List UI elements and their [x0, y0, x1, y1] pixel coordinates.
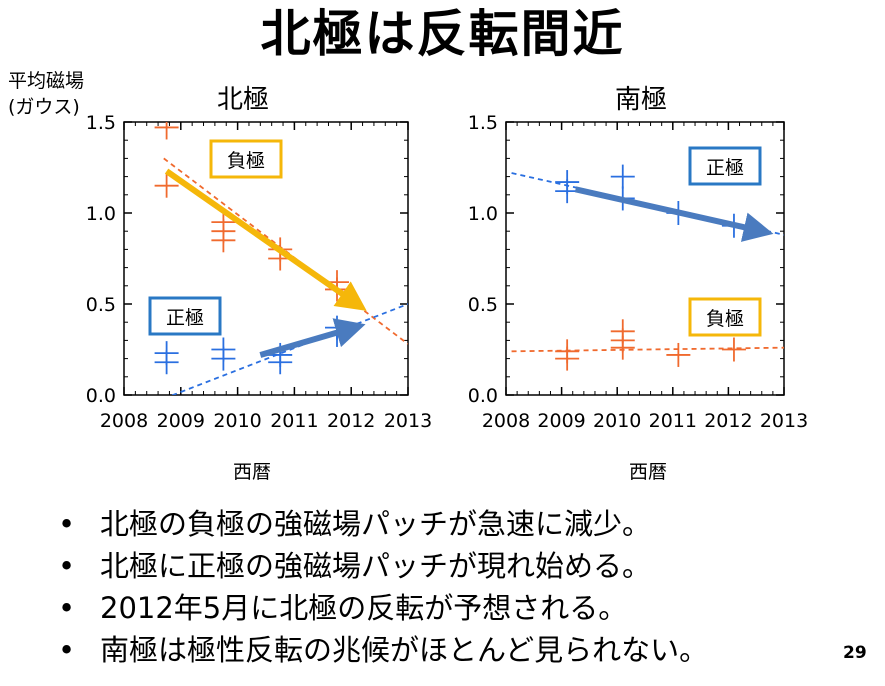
plot-area [511, 164, 784, 371]
trend-arrow-positive [259, 318, 366, 358]
y-axis-title: 平均磁場 (ガウス) [8, 70, 85, 118]
page-number: 29 [843, 643, 867, 663]
bullet-text: 北極に正極の強磁場パッチが現れ始める。 [100, 549, 652, 583]
y-tick-label: 1.5 [468, 112, 498, 134]
bullet-text: 北極の負極の強磁場パッチが急速に減少。 [100, 507, 652, 541]
bullet-marker: • [58, 591, 76, 625]
label-box-south-negative: 負極 [688, 297, 762, 337]
label-north-negative: 負極 [227, 150, 265, 172]
series-negative [511, 319, 784, 371]
bullet-text: 南極は極性反転の兆候がほとんど見られない。 [100, 633, 709, 667]
label-north-positive: 正極 [166, 307, 204, 329]
x-tick-label: 2011 [270, 410, 318, 432]
bullet-item: • 北極に正極の強磁場パッチが現れ始める。 [58, 545, 708, 587]
bullet-item: • 2012年5月に北極の反転が予想される。 [58, 587, 708, 629]
bullet-marker: • [58, 507, 76, 541]
x-tick-label: 2013 [760, 410, 808, 432]
label-south-positive: 正極 [706, 157, 744, 179]
x-tick-label: 2009 [537, 410, 585, 432]
x-tick-label: 2008 [100, 410, 148, 432]
label-south-negative: 負極 [706, 308, 744, 330]
data-point [666, 342, 691, 367]
data-point [610, 319, 635, 344]
x-tick-label: 2011 [649, 410, 697, 432]
slide-title: 北極は反転間近 [260, 5, 625, 63]
y-tick-label: 0.0 [86, 385, 116, 407]
x-tick-label: 2012 [327, 410, 375, 432]
y-tick-label: 0.5 [468, 294, 498, 316]
y-tick-label: 0.5 [86, 294, 116, 316]
south-pole-chart: 南極 0.0 0.5 1.0 1.5 2008 2009 2010 2011 2012 2013 西暦 [468, 85, 808, 483]
bullet-list: • 北極の負極の強磁場パッチが急速に減少。 • 北極に正極の強磁場パッチが現れ始める。… [58, 503, 708, 671]
data-point [154, 173, 179, 198]
north-pole-chart: 北極 0.0 0.5 1.0 1.5 2008 2009 2010 2011 2012 2013 西暦 [86, 85, 432, 483]
x-tick-label: 2012 [704, 410, 752, 432]
bullet-marker: • [58, 633, 76, 667]
x-tick-label: 2010 [213, 410, 261, 432]
bullet-item: • 南極は極性反転の兆候がほとんど見られない。 [58, 629, 708, 671]
plot-frame [123, 121, 409, 396]
data-point [154, 122, 179, 140]
chart-title: 南極 [615, 85, 667, 115]
trend-arrow-negative [164, 168, 367, 311]
x-axis-label: 西暦 [629, 461, 667, 483]
x-tick-label: 2008 [482, 410, 530, 432]
data-point [721, 337, 746, 362]
data-point [211, 337, 236, 362]
trend-line [170, 303, 408, 395]
data-point [555, 346, 580, 371]
x-axis-label: 西暦 [233, 461, 271, 483]
data-point [154, 341, 179, 366]
charts: 北極 0.0 0.5 1.0 1.5 2008 2009 2010 2011 2012 2013 西暦… [86, 85, 808, 483]
trend-arrow-positive [574, 186, 774, 242]
y-tick-label: 0.0 [468, 385, 498, 407]
bullet-text: 2012年5月に北極の反転が予想される。 [100, 591, 628, 625]
y-tick-label: 1.0 [86, 203, 116, 225]
x-tick-label: 2009 [157, 410, 205, 432]
bullet-marker: • [58, 549, 76, 583]
data-point [211, 219, 236, 244]
label-box-north-positive: 正極 [148, 296, 222, 336]
bullet-item: • 北極の負極の強磁場パッチが急速に減少。 [58, 503, 708, 545]
chart-title: 北極 [217, 85, 269, 115]
y-tick-label: 1.5 [86, 112, 116, 134]
label-box-south-positive: 正極 [688, 146, 762, 186]
x-tick-label: 2013 [384, 410, 432, 432]
y-tick-label: 1.0 [468, 203, 498, 225]
plot-frame [505, 121, 785, 396]
x-tick-label: 2010 [593, 410, 641, 432]
data-point [610, 164, 635, 189]
label-box-north-negative: 負極 [209, 139, 283, 179]
